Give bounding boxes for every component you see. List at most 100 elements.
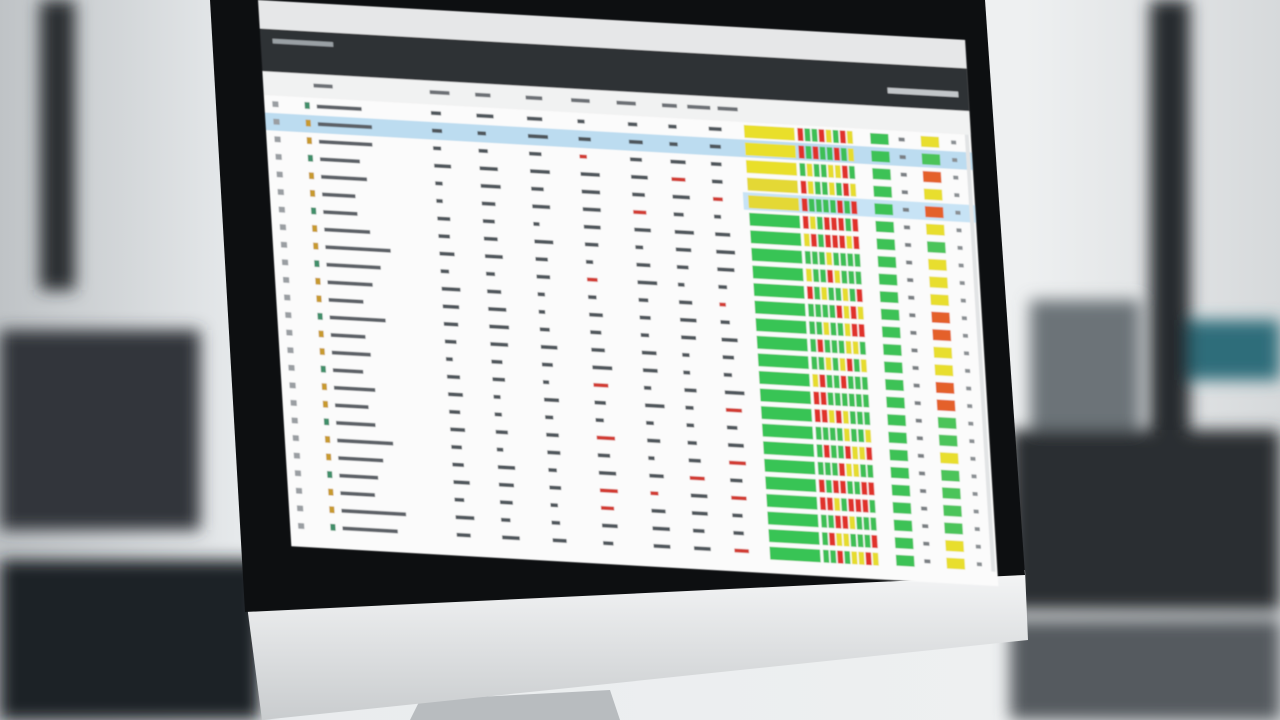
heat-cell [821,286,828,301]
heat-cell [843,428,851,442]
heat-cell [842,410,850,424]
heat-cell [828,409,835,424]
bg-floor [1010,620,1280,720]
cell-text [718,284,728,290]
cell-text [601,523,618,529]
cell-text [720,320,730,325]
cell-text [717,267,735,273]
cell-text [456,532,471,538]
heat-cell [851,201,858,215]
cell-text [904,242,912,248]
cell-text [584,242,599,247]
cell-text [632,192,646,197]
heat-cell [852,463,860,478]
heat-cell [821,409,828,423]
heat-cell [855,393,863,408]
cell-text [899,155,906,160]
cell-text [674,229,695,235]
cell-text [439,251,455,257]
status-cell [939,452,959,465]
header-text [313,83,333,89]
heat-cell [829,199,837,213]
heat-cell [822,427,829,441]
row-text [341,508,407,517]
cell-text [448,392,464,397]
cell-text [974,527,980,532]
cell-text [433,146,442,151]
status-bar [750,230,802,247]
heat-cell [816,216,824,230]
cell-text [688,458,701,463]
heat-cell [816,321,823,335]
status-cell [933,346,953,359]
heat-cell [828,287,835,301]
cell-text [551,520,561,525]
row-text [329,315,386,323]
monitor-stand [410,690,620,720]
heat-cell [851,551,858,565]
cell-text [728,460,747,466]
cell-text [646,420,654,426]
heat-cell [825,129,832,143]
cell-text [921,506,928,511]
row-text [325,245,391,253]
row-icon [317,312,323,320]
heat-cell [811,356,818,370]
cell-text [913,383,920,388]
status-bar [768,529,820,545]
cell-text [441,286,461,292]
heat-cell [840,252,847,267]
heat-cell [835,287,842,301]
cell-text [585,259,594,265]
heat-cell [837,322,844,337]
row-icon [329,506,335,514]
cell-text [914,401,921,406]
cell-text [643,385,652,391]
status-bar [765,476,817,493]
cell-text [951,140,957,145]
status-cell [935,381,955,394]
heat-cell [834,515,842,529]
row-icon [324,435,331,443]
cell-text [603,541,614,546]
heat-cell [871,534,878,549]
heat-cell [854,481,861,495]
cell-text [900,172,907,177]
heat-cell [848,498,855,512]
heat-cell [815,426,822,440]
row-checkbox [288,364,295,371]
cell-text [675,247,692,253]
cell-text [673,212,684,217]
heat-cell [849,183,857,197]
heat-cell [818,479,826,493]
cell-text [528,151,542,157]
cell-text [901,190,908,195]
row-checkbox [295,487,303,494]
status-bar [878,273,898,286]
status-bar [744,142,797,159]
header-text [687,104,711,110]
row-icon [309,189,316,197]
cell-text [494,412,502,417]
status-bar [871,150,890,163]
cell-text [455,515,475,521]
cell-text [684,388,697,393]
cell-text [636,262,651,268]
cell-text [691,511,708,516]
cell-text [450,427,466,433]
cell-text [548,467,557,473]
header-text [570,98,590,103]
status-bar [756,335,808,352]
row-checkbox [276,171,283,178]
heat-cell [806,163,813,177]
status-cell [940,469,960,482]
cell-text [725,407,743,413]
status-bar [875,220,895,233]
cell-text [958,263,964,268]
status-bar [753,283,805,299]
heat-cell [870,517,877,531]
cell-text [732,513,743,518]
heat-cell [812,268,820,283]
row-text [334,403,369,410]
heat-cell [842,288,849,302]
